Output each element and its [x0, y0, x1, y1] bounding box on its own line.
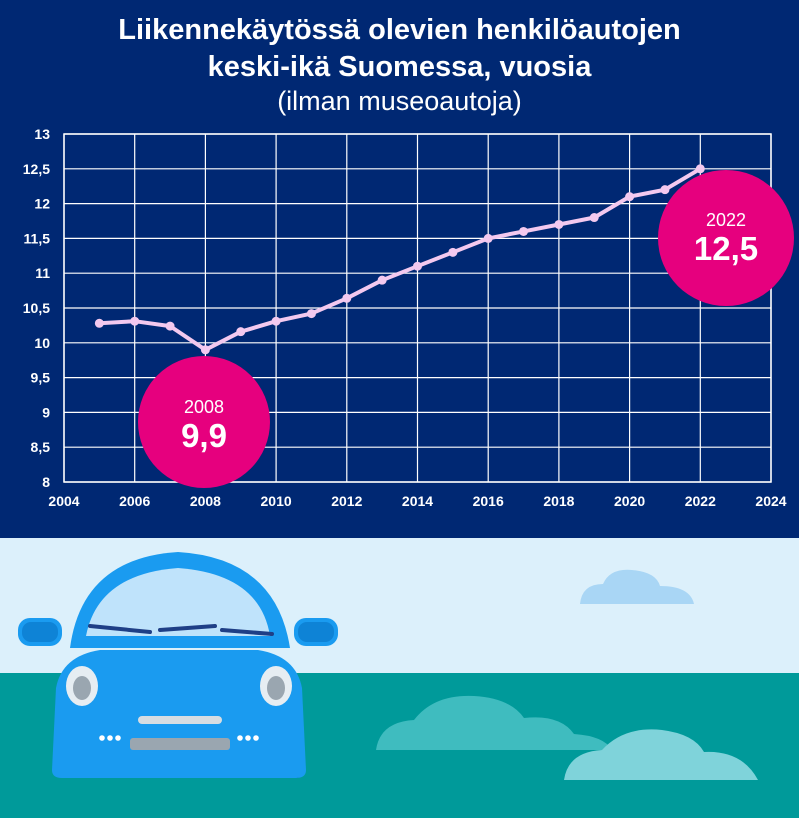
callout-year-label: 2008 [184, 397, 224, 417]
series-line [99, 167, 702, 352]
cloud-icon [580, 569, 694, 604]
x-tick-label: 2006 [119, 493, 150, 509]
car-illustration [0, 538, 799, 818]
y-tick-label: 13 [34, 126, 50, 142]
x-tick-label: 2020 [614, 493, 645, 509]
callout-circle [658, 170, 794, 306]
callout-year-label: 2022 [706, 210, 746, 230]
data-point [306, 309, 316, 319]
x-tick-label: 2018 [543, 493, 574, 509]
y-tick-label: 11 [35, 265, 50, 281]
y-tick-label: 12,5 [23, 161, 50, 177]
y-tick-label: 12 [34, 196, 50, 212]
data-point [236, 327, 246, 337]
y-tick-label: 10 [34, 335, 50, 351]
data-point [377, 275, 387, 285]
data-point [94, 318, 104, 328]
callout-2022: 2022 12,5 [658, 170, 794, 306]
x-tick-label: 2016 [473, 493, 504, 509]
data-point [625, 192, 635, 202]
chart-title-line-1: Liikennekäytössä olevien henkilöautojen [118, 14, 681, 46]
chart-panel: Liikennekäytössä olevien henkilöautojen … [0, 0, 799, 538]
cloud-icon [376, 695, 612, 750]
x-tick-label: 2010 [261, 493, 292, 509]
callout-value-label: 9,9 [181, 417, 227, 454]
chart-subtitle: (ilman museoautoja) [277, 86, 522, 116]
data-point [695, 164, 705, 174]
line-chart: 2004 2006 2008 2010 2012 2014 2016 2018 2020 2022… [23, 126, 794, 509]
y-tick-label: 9,5 [31, 370, 51, 386]
x-tick-label: 2008 [190, 493, 221, 509]
y-tick-label: 9 [42, 404, 50, 420]
y-tick-label: 11,5 [24, 230, 51, 246]
y-tick-label: 8 [42, 474, 50, 490]
data-point [130, 316, 140, 326]
x-tick-label: 2004 [48, 493, 79, 509]
x-tick-label: 2014 [402, 493, 433, 509]
data-point [519, 226, 529, 236]
y-tick-label: 8,5 [31, 439, 51, 455]
car-icon [18, 552, 338, 778]
data-point [342, 293, 352, 303]
data-point [554, 219, 564, 229]
data-point [165, 321, 175, 331]
data-point [200, 345, 210, 355]
callout-value-label: 12,5 [694, 230, 758, 267]
callout-2008: 2008 9,9 [138, 356, 270, 488]
callout-circle [138, 356, 270, 488]
data-point [271, 316, 281, 326]
y-tick-label: 10,5 [23, 300, 50, 316]
data-point [483, 233, 493, 243]
data-point [413, 261, 422, 271]
data-point [589, 213, 599, 223]
data-point [660, 185, 670, 195]
x-tick-label: 2024 [755, 493, 786, 509]
chart-title-line-2: keski-ikä Suomessa, vuosia [207, 51, 592, 83]
cloud-icon [564, 729, 758, 780]
x-tick-label: 2012 [331, 493, 362, 509]
axis-tick-labels: 2004 2006 2008 2010 2012 2014 2016 2018 2020 2022… [23, 126, 787, 509]
data-points [94, 164, 705, 355]
data-point [448, 247, 458, 257]
x-tick-label: 2022 [685, 493, 716, 509]
